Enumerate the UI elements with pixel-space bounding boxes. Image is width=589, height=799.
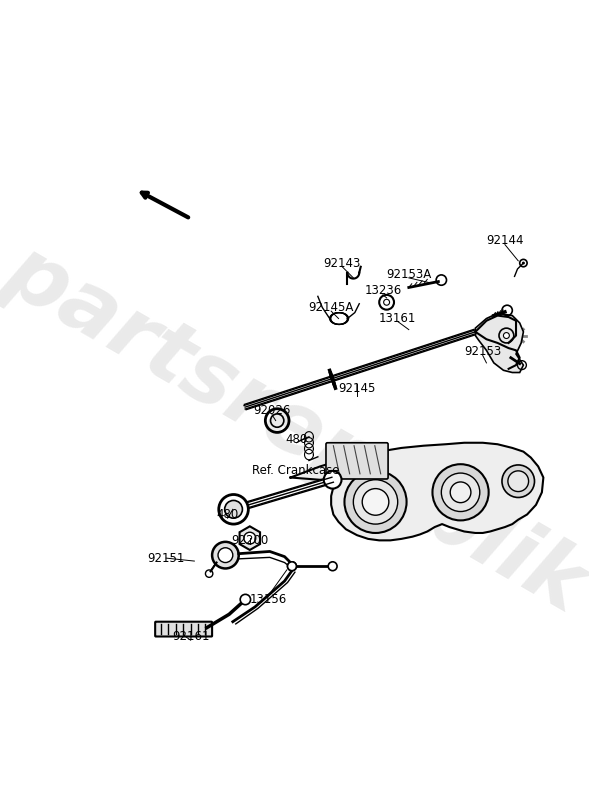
Text: Ref. Crankcase: Ref. Crankcase [252, 463, 339, 477]
Circle shape [244, 532, 256, 544]
Circle shape [218, 548, 233, 562]
Text: 13161: 13161 [379, 312, 416, 325]
Text: partsrepublik: partsrepublik [0, 229, 589, 629]
Circle shape [502, 465, 534, 498]
Text: 92144: 92144 [486, 234, 524, 248]
Circle shape [212, 542, 239, 568]
Circle shape [432, 464, 489, 520]
Text: 13156: 13156 [250, 593, 287, 606]
Text: 92161: 92161 [172, 630, 210, 643]
Circle shape [450, 482, 471, 503]
FancyBboxPatch shape [155, 622, 212, 637]
Text: 92143: 92143 [323, 256, 361, 269]
Circle shape [353, 479, 398, 524]
Circle shape [287, 562, 296, 570]
Circle shape [324, 471, 342, 489]
Text: 92026: 92026 [253, 404, 291, 417]
Text: 92200: 92200 [231, 534, 269, 547]
Polygon shape [290, 443, 544, 540]
Circle shape [362, 489, 389, 515]
Text: 92153: 92153 [464, 345, 501, 358]
Text: 92145: 92145 [338, 382, 376, 396]
Text: 92151: 92151 [148, 551, 185, 565]
Circle shape [224, 500, 243, 519]
Circle shape [240, 594, 250, 605]
Text: 480: 480 [285, 432, 307, 446]
Text: 92145A: 92145A [309, 301, 354, 314]
Text: 92153A: 92153A [386, 268, 431, 280]
Text: 480: 480 [217, 508, 239, 521]
Circle shape [287, 562, 296, 570]
Polygon shape [475, 313, 524, 372]
Circle shape [504, 332, 509, 339]
Circle shape [219, 495, 249, 524]
Polygon shape [240, 527, 260, 550]
FancyBboxPatch shape [326, 443, 388, 479]
Circle shape [508, 471, 528, 491]
Circle shape [328, 562, 337, 570]
Circle shape [522, 261, 525, 264]
Circle shape [345, 471, 406, 533]
Circle shape [441, 473, 480, 511]
Text: 13236: 13236 [364, 284, 402, 297]
